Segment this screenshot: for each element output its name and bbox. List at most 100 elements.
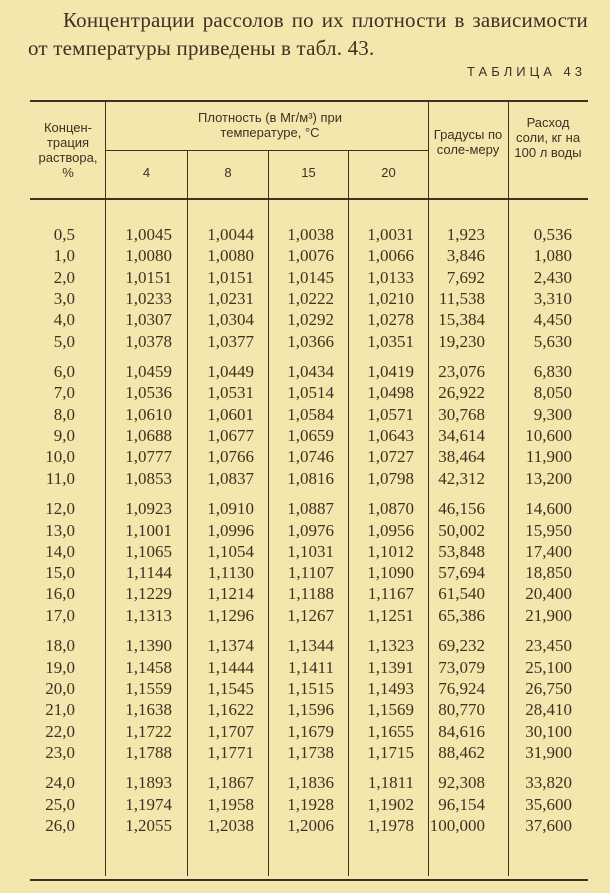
cell-density-8: 1,1296 bbox=[207, 605, 254, 625]
cell-density-15: 1,1031 bbox=[287, 541, 334, 561]
cell-degrees: 53,848 bbox=[438, 541, 485, 561]
cell-salt-usage: 8,050 bbox=[533, 383, 572, 403]
cell-density-4: 1,0080 bbox=[125, 246, 172, 266]
cell-salt-usage: 4,450 bbox=[533, 310, 572, 330]
cell-density-4: 1,1390 bbox=[125, 636, 172, 656]
table-row: 2,0 1,0151 1,0151 1,0145 1,0133 7,692 2,430 bbox=[30, 267, 588, 289]
cell-salt-usage: 30,100 bbox=[525, 721, 572, 741]
cell-degrees: 26,922 bbox=[438, 383, 485, 403]
cell-salt-usage: 25,100 bbox=[525, 657, 572, 677]
header-temp-8: 8 bbox=[224, 165, 232, 180]
cell-degrees: 15,384 bbox=[438, 310, 485, 330]
table-row: 20,0 1,1559 1,1545 1,1515 1,1493 76,924 26,750 bbox=[30, 678, 588, 700]
cell-density-4: 1,0459 bbox=[125, 362, 172, 382]
cell-density-20: 1,0727 bbox=[367, 447, 414, 467]
cell-concentration: 13,0 bbox=[45, 520, 75, 540]
header-salt-usage: Расход соли, кг на 100 л воды bbox=[514, 115, 582, 160]
cell-salt-usage: 23,450 bbox=[525, 636, 572, 656]
cell-density-4: 1,1559 bbox=[125, 678, 172, 698]
cell-density-20: 1,0133 bbox=[367, 267, 414, 287]
cell-density-20: 1,0066 bbox=[367, 246, 414, 266]
table-row: 12,0 1,0923 1,0910 1,0887 1,0870 46,156 14,600 bbox=[30, 498, 588, 520]
cell-degrees: 7,692 bbox=[446, 267, 485, 287]
table-row: 6,0 1,0459 1,0449 1,0434 1,0419 23,076 6,830 bbox=[30, 361, 588, 383]
cell-salt-usage: 5,630 bbox=[533, 331, 572, 351]
cell-density-15: 1,0887 bbox=[287, 499, 334, 519]
table-row: 21,0 1,1638 1,1622 1,1596 1,1569 80,770 28,410 bbox=[30, 699, 588, 721]
cell-density-20: 1,0498 bbox=[367, 383, 414, 403]
header-temp-15: 15 bbox=[301, 165, 316, 180]
cell-density-8: 1,0151 bbox=[207, 267, 254, 287]
cell-degrees: 65,386 bbox=[438, 605, 485, 625]
cell-density-20: 1,0956 bbox=[367, 520, 414, 540]
column-divider bbox=[348, 151, 349, 876]
cell-salt-usage: 33,820 bbox=[525, 773, 572, 793]
cell-degrees: 38,464 bbox=[438, 447, 485, 467]
table-caption: ТАБЛИЦА 43 bbox=[467, 64, 586, 79]
table-row: 24,0 1,1893 1,1867 1,1836 1,1811 92,308 33,820 bbox=[30, 772, 588, 794]
cell-density-8: 1,0044 bbox=[207, 225, 254, 244]
cell-density-8: 1,1130 bbox=[207, 563, 254, 583]
table-row: 26,0 1,2055 1,2038 1,2006 1,1978 100,000 37,60… bbox=[30, 815, 588, 837]
cell-density-8: 1,0996 bbox=[207, 520, 254, 540]
cell-density-4: 1,0610 bbox=[125, 404, 172, 424]
cell-concentration: 21,0 bbox=[45, 700, 75, 720]
cell-density-20: 1,0351 bbox=[367, 331, 414, 351]
cell-salt-usage: 15,950 bbox=[525, 520, 572, 540]
cell-concentration: 19,0 bbox=[45, 657, 75, 677]
cell-density-15: 1,1515 bbox=[287, 678, 334, 698]
cell-density-4: 1,0688 bbox=[125, 426, 172, 445]
cell-concentration: 11,0 bbox=[45, 468, 75, 488]
table-row: 10,0 1,0777 1,0766 1,0746 1,0727 38,464 11,900 bbox=[30, 446, 588, 468]
cell-density-4: 1,1001 bbox=[125, 520, 172, 540]
cell-salt-usage: 6,830 bbox=[533, 362, 572, 382]
cell-degrees: 23,076 bbox=[438, 362, 485, 382]
cell-concentration: 24,0 bbox=[45, 773, 75, 793]
table-row: 14,0 1,1065 1,1054 1,1031 1,1012 53,848 17,400 bbox=[30, 541, 588, 563]
cell-density-4: 1,1722 bbox=[125, 721, 172, 741]
cell-salt-usage: 2,430 bbox=[533, 267, 572, 287]
cell-concentration: 15,0 bbox=[45, 563, 75, 583]
cell-density-20: 1,0798 bbox=[367, 468, 414, 488]
intro-paragraph: Концентрации рассолов по их плотности в … bbox=[28, 8, 588, 60]
cell-concentration: 6,0 bbox=[53, 362, 75, 382]
cell-density-20: 1,0643 bbox=[367, 426, 414, 445]
cell-density-8: 1,0910 bbox=[207, 499, 254, 519]
cell-density-4: 1,0777 bbox=[125, 447, 172, 467]
cell-concentration: 5,0 bbox=[53, 331, 75, 351]
header-temp-4: 4 bbox=[142, 165, 151, 180]
cell-concentration: 3,0 bbox=[53, 288, 75, 308]
cell-density-20: 1,1715 bbox=[367, 742, 414, 762]
table-row: 15,0 1,1144 1,1130 1,1107 1,1090 57,694 18,850 bbox=[30, 562, 588, 584]
cell-density-4: 1,1788 bbox=[125, 742, 172, 762]
cell-density-20: 1,1655 bbox=[367, 721, 414, 741]
cell-concentration: 18,0 bbox=[45, 636, 75, 656]
cell-density-8: 1,0837 bbox=[207, 468, 254, 488]
cell-density-8: 1,0766 bbox=[207, 447, 254, 467]
cell-concentration: 23,0 bbox=[45, 742, 75, 762]
cell-salt-usage: 26,750 bbox=[525, 678, 572, 698]
cell-salt-usage: 10,600 bbox=[525, 426, 572, 445]
cell-degrees: 92,308 bbox=[438, 773, 485, 793]
cell-density-20: 1,0571 bbox=[367, 404, 414, 424]
cell-degrees: 50,002 bbox=[438, 520, 485, 540]
cell-density-8: 1,1958 bbox=[207, 794, 254, 814]
cell-density-4: 1,1065 bbox=[125, 541, 172, 561]
table-row: 0,5 1,0045 1,0044 1,0038 1,0031 1,923 0,536 bbox=[30, 224, 588, 246]
column-divider bbox=[268, 151, 269, 876]
cell-density-4: 1,1638 bbox=[125, 700, 172, 720]
table-row: 18,0 1,1390 1,1374 1,1344 1,1323 69,232 23,450 bbox=[30, 635, 588, 657]
cell-density-15: 1,1836 bbox=[287, 773, 334, 793]
table-row: 23,0 1,1788 1,1771 1,1738 1,1715 88,462 31,900 bbox=[30, 742, 588, 764]
cell-degrees: 19,230 bbox=[438, 331, 485, 351]
cell-density-15: 1,0292 bbox=[287, 310, 334, 330]
cell-density-8: 1,1545 bbox=[207, 678, 254, 698]
cell-density-15: 1,1267 bbox=[287, 605, 334, 625]
cell-density-20: 1,1902 bbox=[367, 794, 414, 814]
cell-density-4: 1,0923 bbox=[125, 499, 172, 519]
cell-salt-usage: 37,600 bbox=[525, 816, 572, 835]
cell-density-15: 1,0038 bbox=[287, 225, 334, 244]
cell-concentration: 12,0 bbox=[45, 499, 75, 519]
cell-density-20: 1,1811 bbox=[367, 773, 414, 793]
cell-concentration: 9,0 bbox=[53, 426, 75, 445]
